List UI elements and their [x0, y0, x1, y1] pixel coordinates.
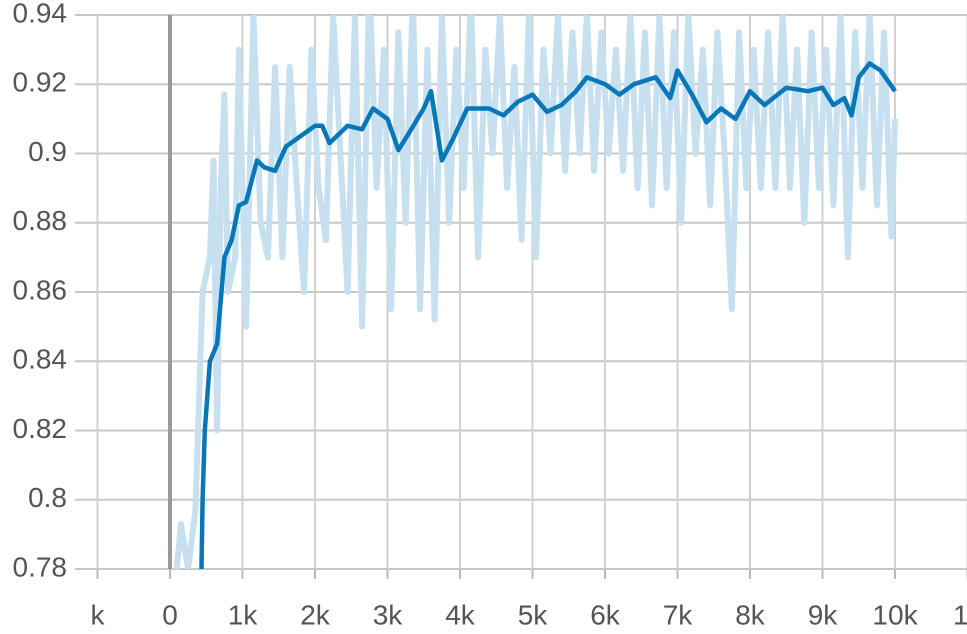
y-tick-label: 0.9 [28, 136, 67, 167]
axis-labels: 0.78 0.8 0.82 0.84 0.86 0.88 0.9 0.92 0.94 k 0 1k 2k… [13, 0, 967, 630]
y-tick-label: 0.78 [13, 551, 68, 582]
x-tick-label: 1k [228, 599, 259, 630]
y-tick-label: 0.84 [13, 344, 68, 375]
plot-area [173, 15, 898, 569]
y-tick-label: 0.8 [28, 482, 67, 513]
x-tick-label: 10k [872, 599, 918, 630]
raw-line [173, 15, 898, 569]
y-tick-label: 0.86 [13, 274, 68, 305]
y-tick-label: 0.92 [13, 67, 68, 98]
x-tick-label: 6k [590, 599, 621, 630]
y-tick-label: 0.94 [13, 0, 68, 28]
x-tick-label: 4k [445, 599, 476, 630]
x-tick-label: 5k [518, 599, 549, 630]
x-tick-label: 9k [808, 599, 839, 630]
x-tick-label: k [90, 599, 105, 630]
x-tick-label: 11 [953, 599, 967, 630]
x-tick-label: 2k [300, 599, 331, 630]
y-tick-label: 0.82 [13, 413, 68, 444]
smoothed-line [199, 61, 897, 569]
x-tick-label: 0 [162, 599, 178, 630]
x-tick-label: 7k [663, 599, 694, 630]
y-tick-label: 0.88 [13, 205, 68, 236]
x-tick-label: 3k [373, 599, 404, 630]
x-tick-label: 8k [735, 599, 766, 630]
